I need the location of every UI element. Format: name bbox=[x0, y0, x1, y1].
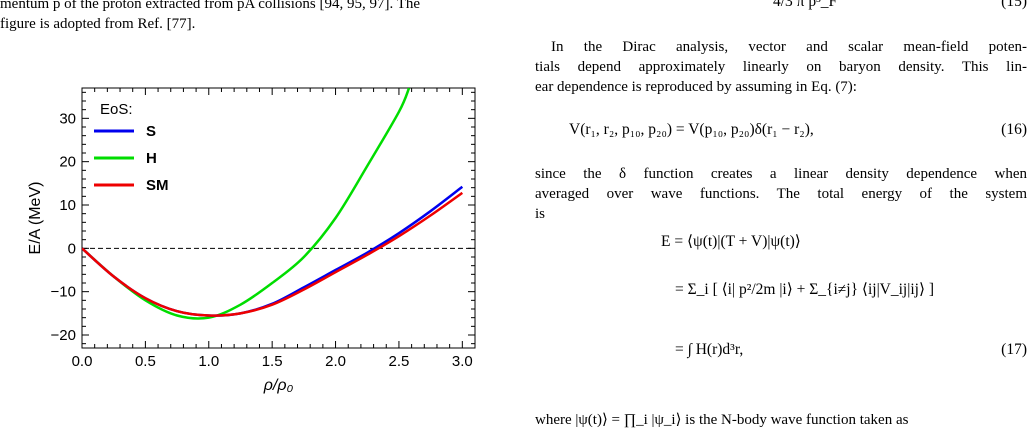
y-tick-label: −20 bbox=[51, 327, 76, 344]
caption-line-1: mentum p of the proton extracted from pA… bbox=[0, 0, 421, 12]
para2-line-2: averaged over wave functions. The total … bbox=[535, 186, 1027, 202]
legend-label-h: H bbox=[146, 150, 157, 167]
caption-line-2: figure is adopted from Ref. [77]. bbox=[0, 16, 196, 32]
y-axis-label: E/A (MeV) bbox=[27, 182, 44, 255]
para2-line-1: since the δ function creates a linear de… bbox=[535, 166, 1027, 182]
eq17-number: (17) bbox=[1001, 341, 1027, 358]
legend-title: EoS: bbox=[100, 101, 133, 118]
equation-17-line-2: = Σ_i [ ⟨i| p²/2m |i⟩ + Σ_{i≠j} ⟨ij|V_ij… bbox=[675, 281, 935, 298]
paragraph-wavefunction: where |ψ(t)⟩ = ∏_i |ψ_i⟩ is the N-body w… bbox=[535, 410, 1027, 430]
eq15-number: (15) bbox=[1001, 0, 1027, 10]
para2-line-3: is bbox=[535, 206, 546, 222]
eos-figure: 0.0 0.5 1.0 1.5 2.0 2.5 3.0 −20 −10 0 10 20 30 ρ/ρ₀ E/… bbox=[0, 70, 520, 436]
equation-15-fragment: 4/3 π p³_F bbox=[773, 0, 837, 12]
equation-16: V(r₁, r₂, p₁₀, p₂₀) = V(p₁₀, p₂₀)δ(r₁ − … bbox=[569, 121, 814, 138]
y-tick-label: −10 bbox=[51, 284, 76, 301]
y-tick-label: 10 bbox=[59, 197, 76, 214]
legend-label-s: S bbox=[146, 123, 156, 140]
series-line-sm bbox=[82, 191, 464, 317]
para1-line-1: In the Dirac analysis, vector and scalar… bbox=[551, 39, 1027, 55]
legend-label-sm: SM bbox=[146, 177, 169, 194]
plot-frame bbox=[81, 87, 476, 349]
eq15-text: 4/3 π p³_F bbox=[773, 0, 838, 10]
x-axis-label: ρ/ρ₀ bbox=[263, 377, 294, 394]
paragraph-delta: since the δ function creates a linear de… bbox=[535, 164, 1027, 224]
y-tick-label: 30 bbox=[59, 110, 76, 127]
eos-chart: 0.0 0.5 1.0 1.5 2.0 2.5 3.0 −20 −10 0 10 20 30 ρ/ρ₀ E/… bbox=[27, 87, 476, 394]
x-tick-label: 3.0 bbox=[452, 353, 473, 370]
x-tick-label: 1.0 bbox=[198, 353, 219, 370]
figure-caption: mentum p of the proton extracted from pA… bbox=[0, 0, 500, 34]
eq16-number: (16) bbox=[1001, 121, 1027, 138]
x-tick-label: 2.5 bbox=[389, 353, 410, 370]
equation-17-line-1: E = ⟨ψ(t)|(T + V)|ψ(t)⟩ bbox=[661, 233, 801, 250]
x-tick-label: 0.5 bbox=[135, 353, 156, 370]
para3-line-1: where |ψ(t)⟩ = ∏_i |ψ_i⟩ is the N-body w… bbox=[535, 412, 909, 428]
equation-17-line-3: = ∫ H(r)d³r, bbox=[675, 341, 744, 358]
y-tick-label: 0 bbox=[68, 240, 76, 257]
paragraph-dirac: In the Dirac analysis, vector and scalar… bbox=[535, 37, 1027, 97]
x-tick-label: 1.5 bbox=[262, 353, 283, 370]
x-tick-label: 0.0 bbox=[72, 353, 93, 370]
para1-line-3: ear dependence is reproduced by assuming… bbox=[535, 79, 857, 95]
para1-line-2: tials depend approximately linearly on b… bbox=[535, 59, 1027, 75]
series-line-h bbox=[82, 88, 411, 320]
y-tick-label: 20 bbox=[59, 154, 76, 171]
x-tick-label: 2.0 bbox=[325, 353, 346, 370]
